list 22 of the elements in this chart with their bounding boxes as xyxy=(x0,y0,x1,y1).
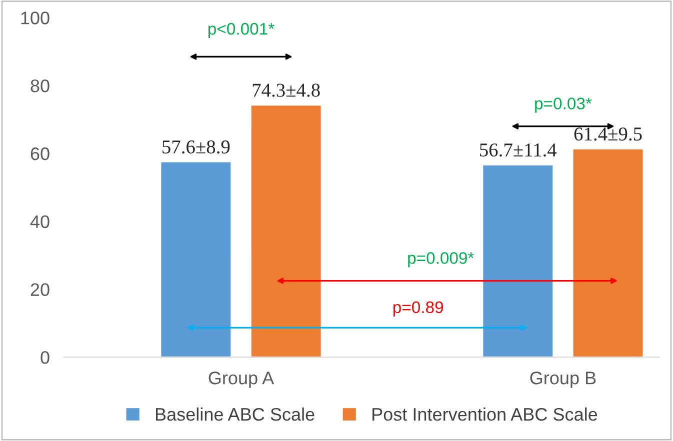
bar xyxy=(250,104,322,358)
legend-label: Baseline ABC Scale xyxy=(156,408,314,421)
annotation: p<0.001* xyxy=(208,22,274,38)
annotation: p=0.03* xyxy=(535,98,592,113)
bar xyxy=(160,160,232,358)
data-label: 57.6±8.9 xyxy=(162,140,230,154)
y-tick-label: 40 xyxy=(30,215,50,228)
y-tick-label: 20 xyxy=(30,283,50,296)
y-tick-label: 60 xyxy=(30,147,50,160)
legend-label: Post Intervention ABC Scale xyxy=(372,408,598,421)
bar xyxy=(482,164,554,358)
y-tick-label: 100 xyxy=(21,12,50,24)
y-tick-label: 0 xyxy=(40,351,50,364)
x-tick-label: Group A xyxy=(208,372,274,388)
x-tick-label: Group B xyxy=(530,372,596,388)
data-label: 74.3±4.8 xyxy=(252,84,320,97)
annotation: p=0.009* xyxy=(408,252,474,268)
y-tick-label: 80 xyxy=(30,79,50,92)
data-label: 56.7±11.4 xyxy=(480,143,557,157)
bar xyxy=(572,148,644,358)
annotation: p=0.89 xyxy=(393,301,444,316)
data-label: 61.4±9.5 xyxy=(574,128,642,141)
